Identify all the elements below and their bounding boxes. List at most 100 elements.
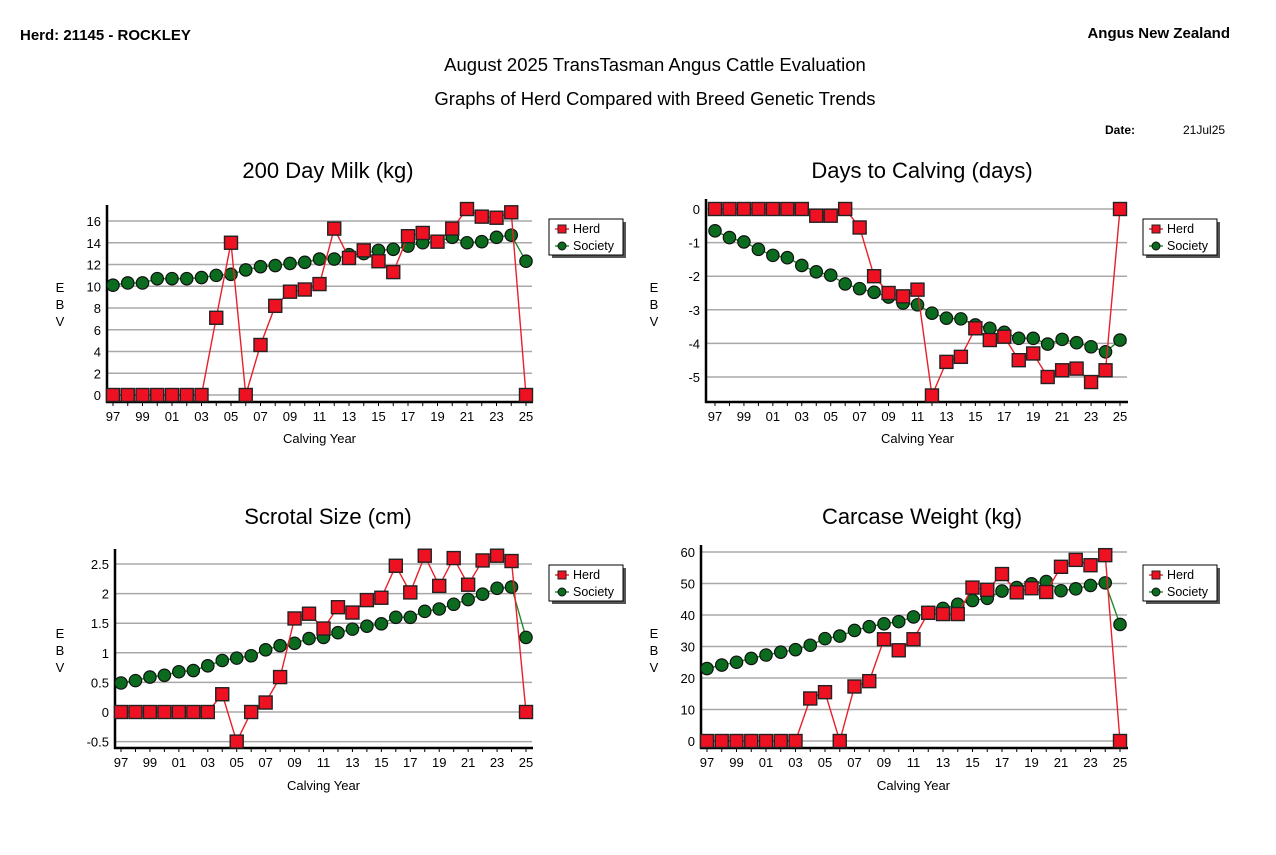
herd-point bbox=[809, 208, 824, 223]
herd-point bbox=[504, 205, 519, 220]
report-title: August 2025 TransTasman Angus Cattle Eva… bbox=[444, 54, 866, 75]
society-point bbox=[519, 254, 533, 269]
y-tick-label: 10 bbox=[681, 703, 695, 718]
herd-point bbox=[881, 285, 896, 301]
legend-herd-label: Herd bbox=[573, 222, 600, 236]
herd-point bbox=[135, 387, 150, 403]
herd-point bbox=[374, 590, 389, 605]
herd-point bbox=[1083, 558, 1098, 573]
society-point bbox=[1084, 339, 1098, 354]
herd-point bbox=[780, 201, 795, 217]
herd-point bbox=[113, 704, 129, 720]
society-point bbox=[490, 581, 504, 596]
organisation-label: Angus New Zealand bbox=[1087, 25, 1230, 42]
society-point bbox=[238, 263, 253, 277]
herd-point bbox=[906, 632, 921, 647]
legend: Herd Society bbox=[1142, 564, 1220, 604]
y-axis-label: B bbox=[650, 297, 659, 312]
y-tick-label: 50 bbox=[681, 577, 695, 592]
x-tick-label: 25 bbox=[519, 755, 533, 770]
legend-herd-marker bbox=[557, 224, 567, 234]
herd-point bbox=[1040, 369, 1055, 385]
herd-point bbox=[803, 691, 818, 706]
society-point bbox=[446, 597, 461, 612]
herd-point bbox=[489, 210, 504, 225]
legend-herd-marker bbox=[557, 570, 567, 580]
x-tick-label: 07 bbox=[253, 409, 267, 424]
society-point bbox=[1054, 583, 1068, 598]
society-point bbox=[818, 631, 832, 646]
herd-point bbox=[415, 225, 430, 241]
herd-point bbox=[1112, 201, 1128, 217]
herd-point bbox=[253, 337, 268, 353]
society-point bbox=[106, 278, 120, 292]
society-point bbox=[832, 629, 847, 643]
society-point bbox=[244, 648, 258, 663]
society-point bbox=[823, 268, 838, 282]
herd-point bbox=[765, 201, 781, 217]
herd-point bbox=[729, 733, 744, 749]
x-tick-label: 13 bbox=[345, 755, 359, 770]
herd-point bbox=[356, 243, 371, 258]
y-tick-label: 1 bbox=[102, 646, 109, 661]
chart-calving: Days to Calving (days) 0 -1 -2 -3 -4 -5 97 99 01 0… bbox=[650, 158, 1220, 446]
herd-point bbox=[1083, 374, 1099, 390]
society-point bbox=[939, 311, 954, 325]
y-axis-label: E bbox=[56, 280, 65, 295]
x-tick-label: 11 bbox=[317, 755, 331, 770]
herd-point bbox=[1068, 552, 1083, 568]
legend: Herd Society bbox=[548, 564, 626, 604]
x-tick-label: 01 bbox=[766, 409, 780, 424]
herd-point bbox=[400, 229, 416, 244]
herd-point bbox=[935, 606, 951, 622]
herd-point bbox=[817, 684, 833, 700]
x-tick-label: 99 bbox=[135, 409, 149, 424]
herd-point bbox=[238, 387, 253, 403]
society-point bbox=[504, 228, 519, 242]
x-tick-label: 05 bbox=[818, 755, 832, 770]
society-point bbox=[273, 638, 287, 653]
herd-point bbox=[287, 611, 302, 626]
x-tick-label: 11 bbox=[911, 409, 925, 424]
herd-point bbox=[866, 269, 882, 284]
y-tick-label: 16 bbox=[87, 214, 101, 229]
x-tick-label: 07 bbox=[258, 755, 272, 770]
herd-point bbox=[345, 605, 360, 620]
herd-point bbox=[1026, 346, 1041, 361]
society-point bbox=[700, 661, 714, 676]
herd-point bbox=[200, 704, 215, 720]
x-tick-label: 01 bbox=[172, 755, 186, 770]
x-tick-label: 13 bbox=[342, 409, 356, 424]
x-axis-label: Calving Year bbox=[877, 778, 951, 793]
society-point bbox=[766, 248, 780, 263]
herd-point bbox=[327, 221, 342, 236]
x-tick-label: 17 bbox=[401, 409, 415, 424]
legend-society-marker bbox=[1151, 587, 1161, 597]
society-point bbox=[1083, 578, 1098, 593]
herd-point bbox=[982, 332, 998, 348]
society-point bbox=[803, 638, 818, 653]
herd-point bbox=[268, 298, 283, 314]
y-tick-label: -3 bbox=[688, 303, 700, 318]
x-tick-label: 17 bbox=[403, 755, 417, 770]
y-tick-label: -4 bbox=[688, 336, 700, 351]
y-axis-label: E bbox=[650, 626, 659, 641]
herd-point bbox=[823, 208, 838, 223]
society-point bbox=[302, 631, 316, 646]
society-point bbox=[297, 255, 312, 270]
society-point bbox=[714, 658, 729, 672]
legend-society-label: Society bbox=[573, 239, 615, 253]
x-tick-label: 03 bbox=[795, 409, 809, 424]
herd-point bbox=[432, 578, 447, 594]
society-point bbox=[809, 265, 824, 279]
society-point bbox=[744, 651, 759, 666]
chart-carcase: Carcase Weight (kg) 0 10 20 30 40 50 60 97 99 01 03… bbox=[650, 504, 1220, 793]
x-tick-label: 99 bbox=[737, 409, 751, 424]
x-axis-label: Calving Year bbox=[287, 778, 361, 793]
x-tick-label: 21 bbox=[1055, 409, 1069, 424]
chart-title: Carcase Weight (kg) bbox=[822, 504, 1022, 529]
x-tick-label: 11 bbox=[313, 409, 327, 424]
y-tick-label: 60 bbox=[681, 545, 695, 560]
herd-point bbox=[388, 558, 404, 573]
herd-point bbox=[794, 201, 809, 217]
